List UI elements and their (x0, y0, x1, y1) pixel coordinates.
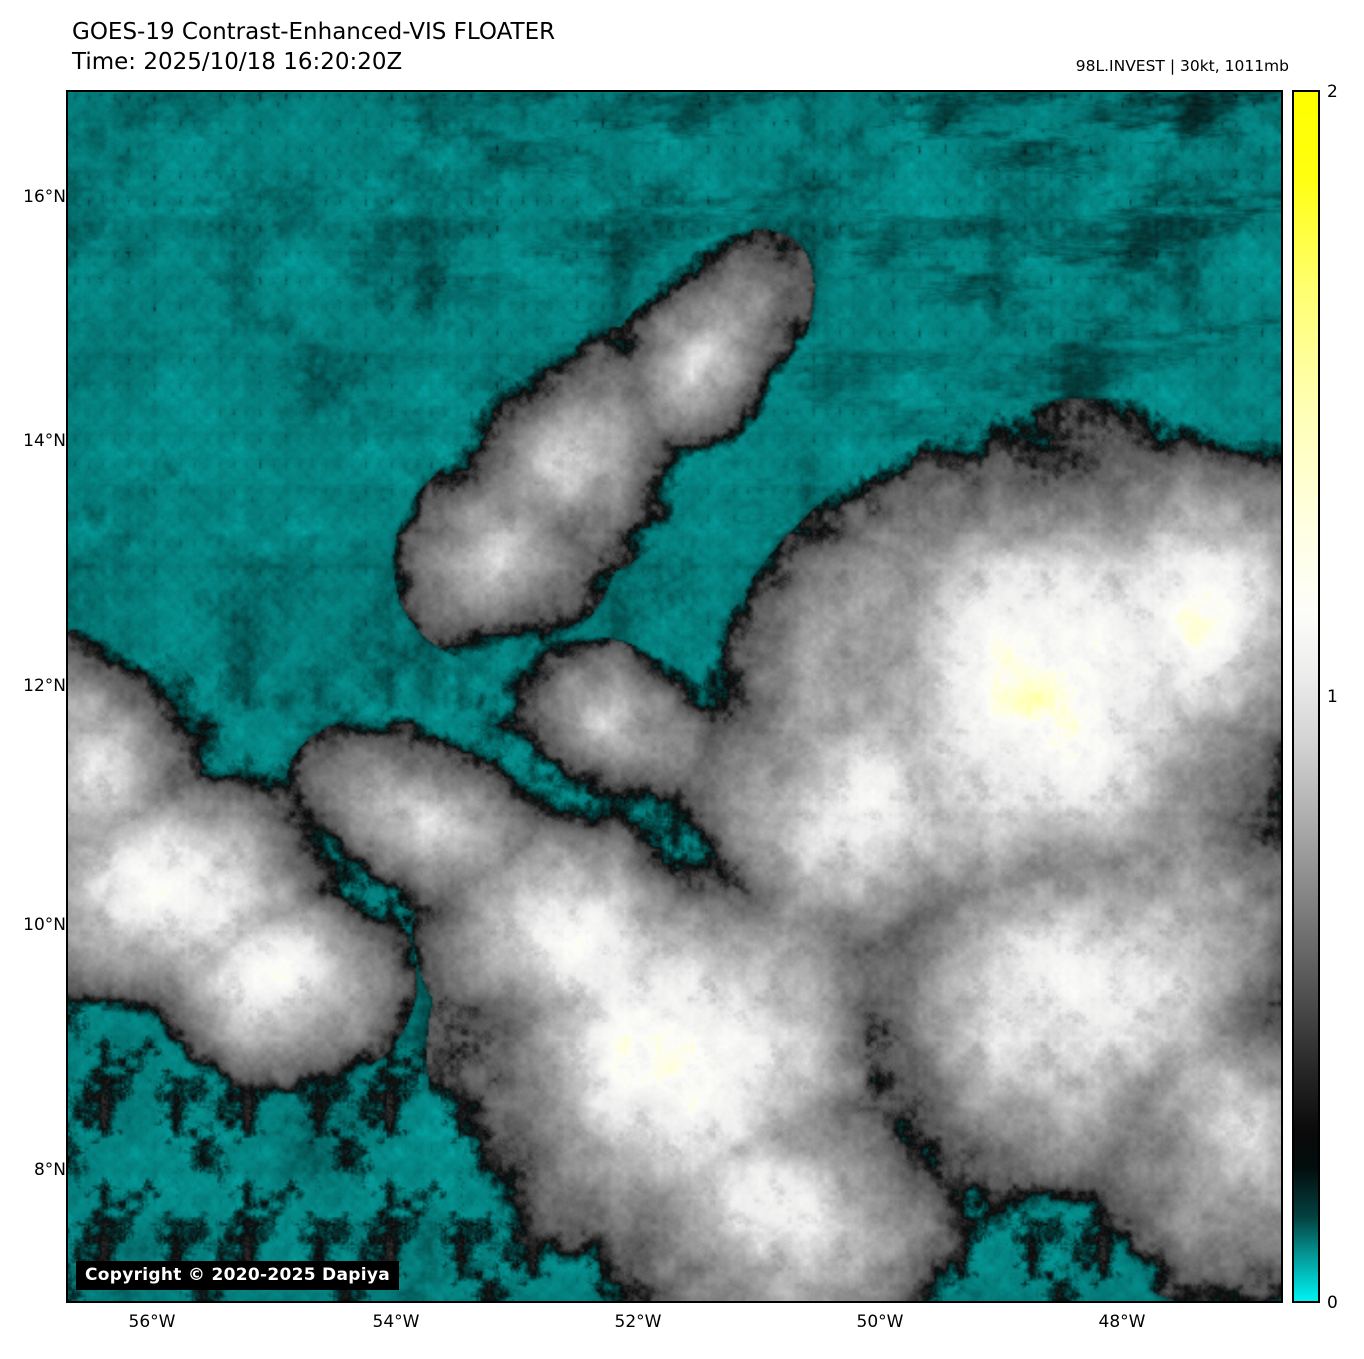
y-axis-tick-label: 8°N (33, 1160, 66, 1180)
y-axis-tick-label: 16°N (23, 187, 66, 207)
storm-info-label: 98L.INVEST | 30kt, 1011mb (1075, 57, 1289, 75)
satellite-imagery-canvas (68, 92, 1281, 1301)
colorbar-tick-label: 0 (1327, 1293, 1338, 1313)
colorbar-tick-label: 1 (1327, 687, 1338, 707)
copyright-watermark: Copyright © 2020-2025 Dapiya (76, 1261, 399, 1290)
timestamp-label: Time: 2025/10/18 16:20:20Z (72, 48, 403, 75)
y-axis-tick-label: 12°N (23, 676, 66, 696)
satellite-image-panel: Copyright © 2020-2025 Dapiya (66, 90, 1283, 1303)
y-axis-tick-label: 10°N (23, 915, 66, 935)
title-block: GOES-19 Contrast-Enhanced-VIS FLOATER Ti… (72, 18, 555, 78)
colorbar-tick-label: 2 (1327, 82, 1338, 102)
x-axis-tick-label: 54°W (372, 1312, 420, 1332)
x-axis-tick-label: 52°W (614, 1312, 662, 1332)
x-axis-tick-label: 56°W (128, 1312, 176, 1332)
x-axis-tick-label: 48°W (1098, 1312, 1146, 1332)
colorbar (1292, 90, 1320, 1303)
page-title: GOES-19 Contrast-Enhanced-VIS FLOATER (72, 19, 556, 45)
x-axis-tick-label: 50°W (856, 1312, 904, 1332)
y-axis-tick-label: 14°N (23, 431, 66, 451)
